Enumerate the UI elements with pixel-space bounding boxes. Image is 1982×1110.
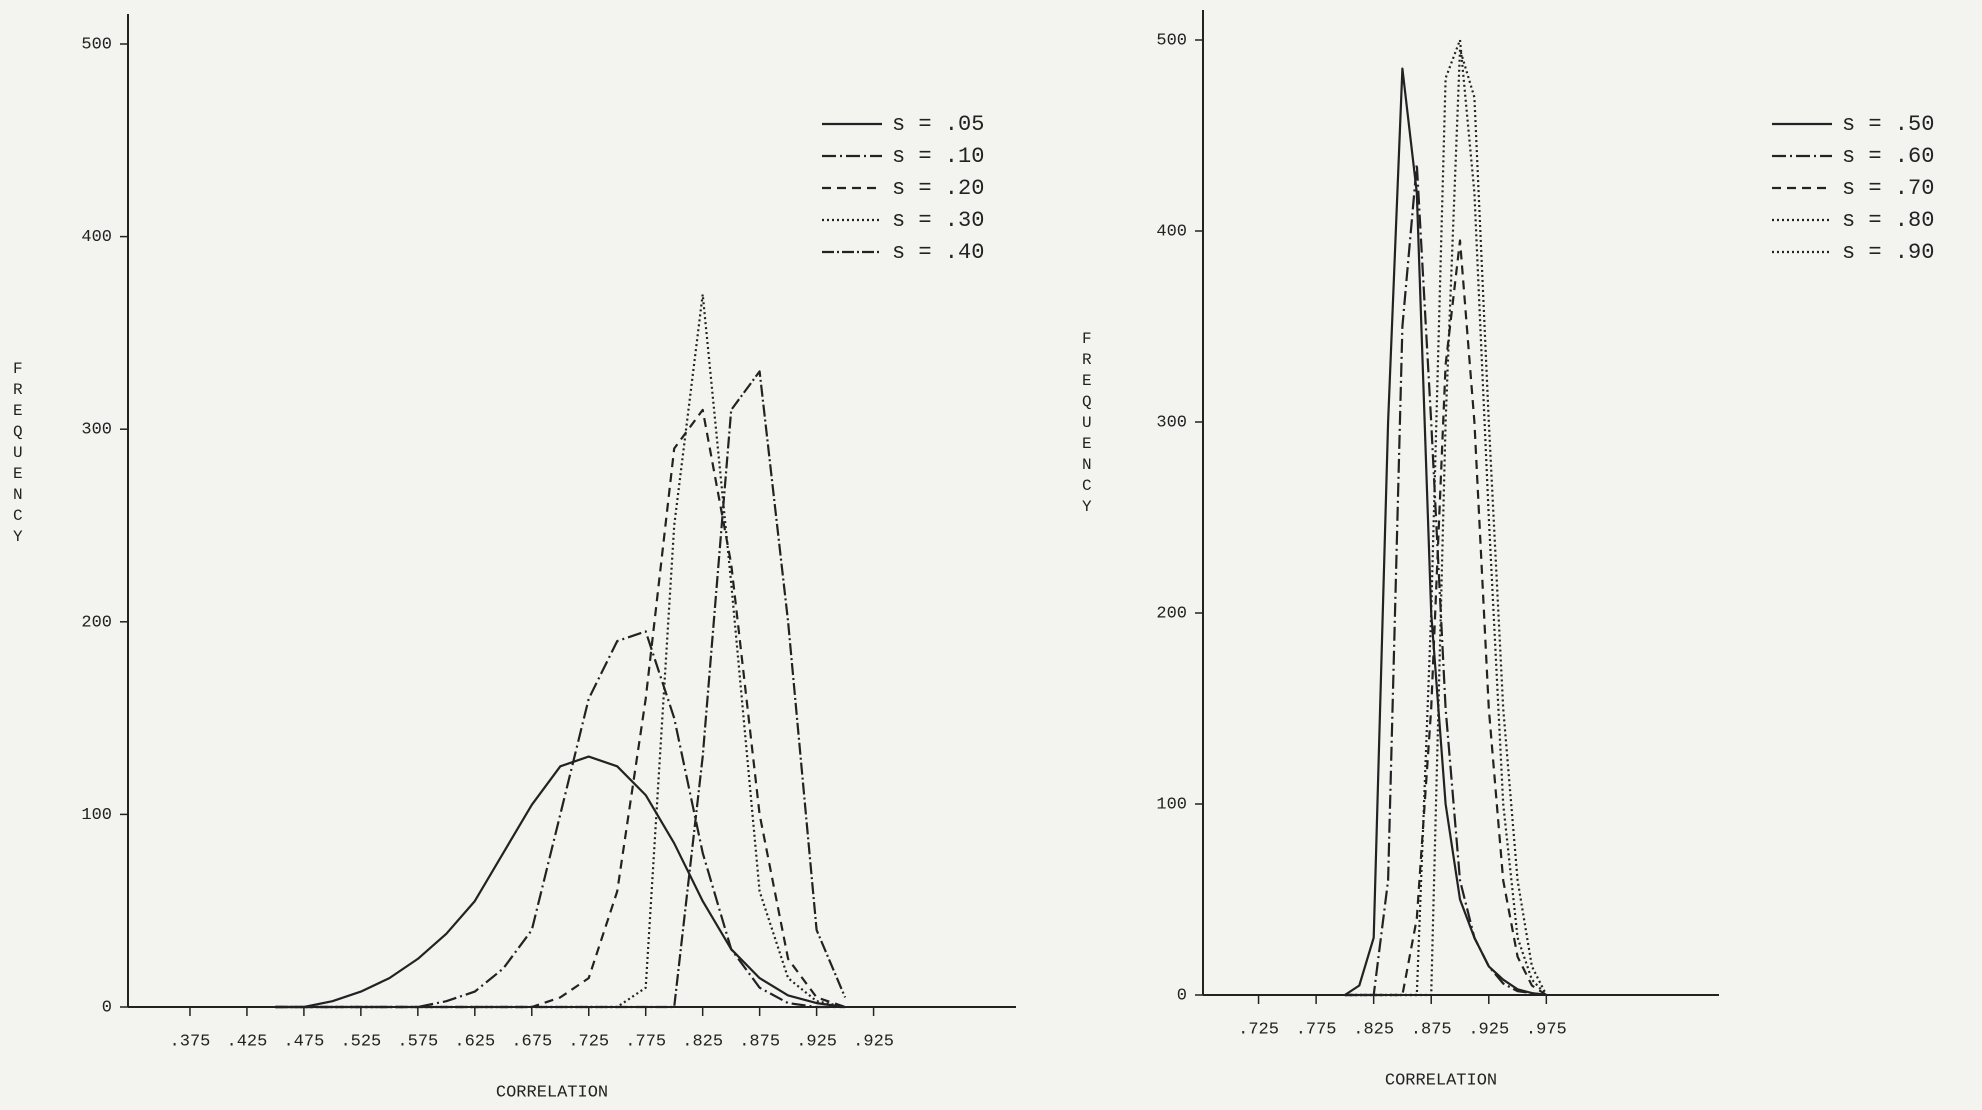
x-tick-label: .475 bbox=[283, 1032, 324, 1051]
legend-label: s = .60 bbox=[1842, 144, 1934, 169]
x-tick-label: .775 bbox=[625, 1032, 666, 1051]
x-axis-label: CORRELATION bbox=[496, 1083, 608, 1102]
series-line bbox=[1344, 163, 1547, 997]
x-tick-label: .775 bbox=[1296, 1020, 1337, 1039]
series-line bbox=[1344, 67, 1547, 997]
y-axis-label: FREQUENCY bbox=[9, 360, 27, 549]
y-tick-label: 300 bbox=[1156, 413, 1187, 432]
y-tick-label: 200 bbox=[1156, 604, 1187, 623]
x-tick-label: .375 bbox=[170, 1032, 211, 1051]
y-tick-label: 500 bbox=[81, 35, 112, 54]
series-line bbox=[275, 370, 847, 1009]
legend-label: s = .50 bbox=[1842, 112, 1934, 137]
y-tick-label: 0 bbox=[1177, 986, 1187, 1005]
x-tick-label: .825 bbox=[1353, 1020, 1394, 1039]
legend-label: s = .70 bbox=[1842, 176, 1934, 201]
legend-label: s = .40 bbox=[892, 240, 984, 265]
y-tick-label: 100 bbox=[81, 806, 112, 825]
x-tick-label: .625 bbox=[454, 1032, 495, 1051]
y-tick-label: 0 bbox=[102, 998, 112, 1017]
legend-label: s = .30 bbox=[892, 208, 984, 233]
legend-label: s = .20 bbox=[892, 176, 984, 201]
x-tick-label: .575 bbox=[397, 1032, 438, 1051]
x-tick-label: .925 bbox=[1468, 1020, 1509, 1039]
legend-label: s = .10 bbox=[892, 144, 984, 169]
x-tick-label: .875 bbox=[1411, 1020, 1452, 1039]
x-tick-label: .925 bbox=[796, 1032, 837, 1051]
x-axis-label: CORRELATION bbox=[1385, 1071, 1497, 1090]
y-tick-label: 400 bbox=[1156, 222, 1187, 241]
x-tick-label: .875 bbox=[739, 1032, 780, 1051]
x-tick-label: .425 bbox=[227, 1032, 268, 1051]
x-tick-label: .925 bbox=[853, 1032, 894, 1051]
x-tick-label: .675 bbox=[511, 1032, 552, 1051]
y-tick-label: 400 bbox=[81, 228, 112, 247]
legend-label: s = .05 bbox=[892, 112, 984, 137]
y-tick-label: 200 bbox=[81, 613, 112, 632]
x-tick-label: .725 bbox=[1238, 1020, 1279, 1039]
legend-label: s = .80 bbox=[1842, 208, 1934, 233]
series-line bbox=[1344, 239, 1547, 997]
y-tick-label: 500 bbox=[1156, 31, 1187, 50]
x-tick-label: .825 bbox=[682, 1032, 723, 1051]
legend-label: s = .90 bbox=[1842, 240, 1934, 265]
series-line bbox=[275, 755, 846, 1009]
x-tick-label: .525 bbox=[340, 1032, 381, 1051]
x-tick-label: .975 bbox=[1526, 1020, 1567, 1039]
y-axis-label: FREQUENCY bbox=[1078, 330, 1096, 519]
y-tick-label: 300 bbox=[81, 421, 112, 440]
x-tick-label: .725 bbox=[568, 1032, 609, 1051]
y-tick-label: 100 bbox=[1156, 795, 1187, 814]
